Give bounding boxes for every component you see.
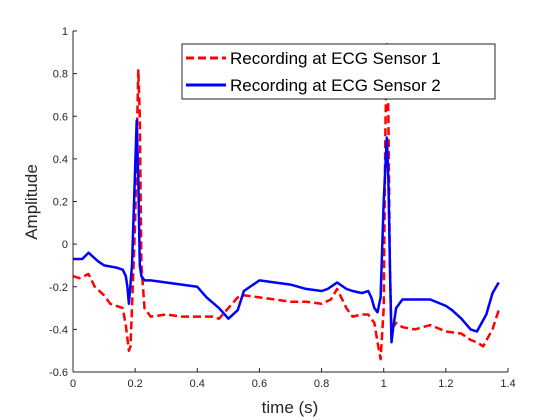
plot-area [72, 40, 500, 361]
legend-box [181, 43, 496, 100]
legend: Recording at ECG Sensor 1 Recording at E… [181, 43, 496, 100]
legend-label-sensor-1: Recording at ECG Sensor 1 [230, 49, 441, 68]
y-tick-label: 0 [62, 239, 68, 251]
legend-label-sensor-2: Recording at ECG Sensor 2 [230, 76, 441, 95]
series-line-sensor-2 [73, 119, 500, 344]
x-tick-label: 0.6 [252, 378, 267, 390]
x-tick-label: 1.4 [500, 378, 515, 390]
x-axis: 0 0.2 0.4 0.6 0.8 1 1.2 1.4 [70, 368, 516, 390]
y-tick-label: -0.6 [49, 367, 68, 379]
x-tick-label: 0.2 [127, 378, 142, 390]
y-tick-label: 1 [62, 26, 68, 38]
series-line-sensor-1 [72, 40, 500, 361]
x-tick-label: 0.8 [314, 378, 329, 390]
y-tick-label: 0.2 [53, 197, 68, 209]
x-tick-label: 0.4 [190, 378, 205, 390]
y-axis-label: Amplitude [22, 164, 41, 240]
y-tick-label: -0.2 [49, 282, 68, 294]
x-tick-label: 1.2 [438, 378, 453, 390]
y-tick-label: -0.4 [49, 324, 68, 336]
y-tick-label: 0.6 [53, 111, 68, 123]
y-axis: -0.6 -0.4 -0.2 0 0.2 0.4 0.6 0.8 1 [49, 26, 77, 379]
y-tick-label: 0.8 [53, 69, 68, 81]
x-tick-label: 0 [70, 378, 76, 390]
y-tick-label: 0.4 [53, 154, 68, 166]
x-tick-label: 1 [381, 378, 387, 390]
x-axis-label: time (s) [262, 398, 319, 417]
